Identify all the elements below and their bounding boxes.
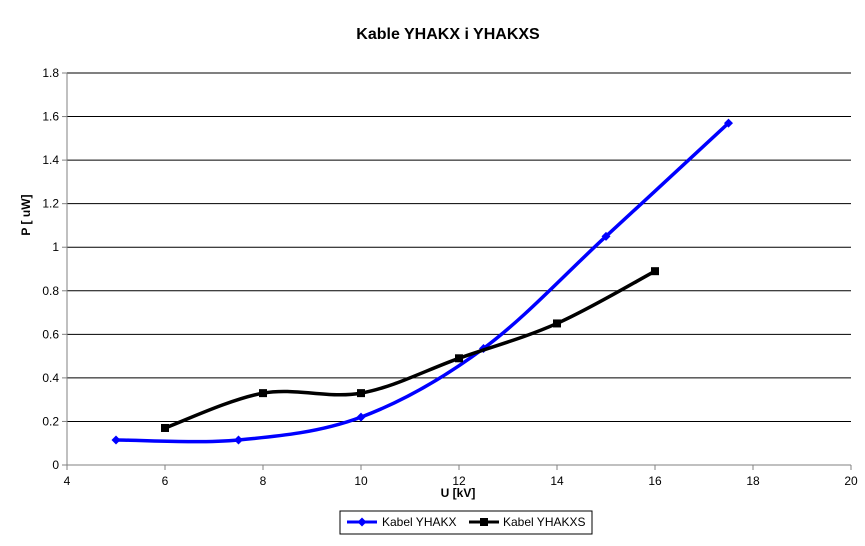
legend-box (339, 510, 593, 535)
x-axis-label: U [kV] (441, 486, 476, 500)
x-tick-label: 20 (844, 474, 858, 488)
x-tick-label: 10 (354, 474, 368, 488)
legend-label-yhakxs: Kabel YHAKXS (503, 515, 586, 529)
y-tick-label: 1 (52, 240, 59, 254)
y-tick-label: 1.4 (42, 153, 59, 167)
data-point-kabel-yhakxs (553, 319, 561, 328)
x-ticks: 4 6 8 10 12 14 16 18 20 (64, 465, 858, 488)
data-point-kabel-yhakx (234, 435, 243, 445)
legend-label-yhakx: Kabel YHAKX (382, 515, 457, 529)
legend-marker-yhakx (357, 517, 367, 527)
x-tick-label: 6 (162, 474, 169, 488)
y-tick-label: 0 (52, 458, 59, 472)
data-point-kabel-yhakxs (357, 389, 365, 398)
x-tick-label: 18 (746, 474, 760, 488)
data-point-kabel-yhakxs (161, 423, 169, 432)
y-tick-label: 1.8 (42, 66, 59, 80)
y-tick-label: 1.2 (42, 197, 59, 211)
legend-marker-yhakxs (480, 518, 488, 526)
series-layer (111, 118, 733, 445)
data-point-kabel-yhakx (601, 231, 611, 241)
x-tick-label: 4 (64, 474, 71, 488)
x-tick-label: 8 (260, 474, 267, 488)
y-tick-label: 0.4 (42, 371, 59, 385)
plot-background (67, 73, 851, 465)
series-line-kabel-yhakx (115, 121, 730, 444)
plot-area (66, 72, 851, 466)
x-tick-label: 16 (648, 474, 662, 488)
x-tick-label: 14 (550, 474, 564, 488)
data-point-kabel-yhakx (724, 118, 733, 128)
data-point-kabel-yhakxs (455, 354, 463, 363)
data-point-kabel-yhakxs (651, 267, 659, 276)
chart-title: Kable YHAKX i YHAKXS (356, 26, 540, 43)
data-point-kabel-yhakx (356, 412, 366, 422)
x-tick-label: 12 (452, 474, 466, 488)
y-axis-label: P [ uW] (19, 194, 33, 235)
data-point-kabel-yhakxs (259, 389, 267, 398)
y-tick-label: 1.6 (42, 110, 59, 124)
y-tick-label: 0.8 (42, 284, 59, 298)
y-ticks: 0 0.2 0.4 0.6 0.8 1 1.2 1.4 1.6 1.8 (42, 66, 67, 472)
data-point-kabel-yhakx (111, 435, 121, 445)
legend: Kabel YHAKX Kabel YHAKXS (339, 510, 593, 535)
series-line-kabel-yhakxs (164, 269, 656, 430)
y-tick-label: 0.2 (42, 414, 59, 428)
y-tick-label: 0.6 (42, 327, 59, 341)
